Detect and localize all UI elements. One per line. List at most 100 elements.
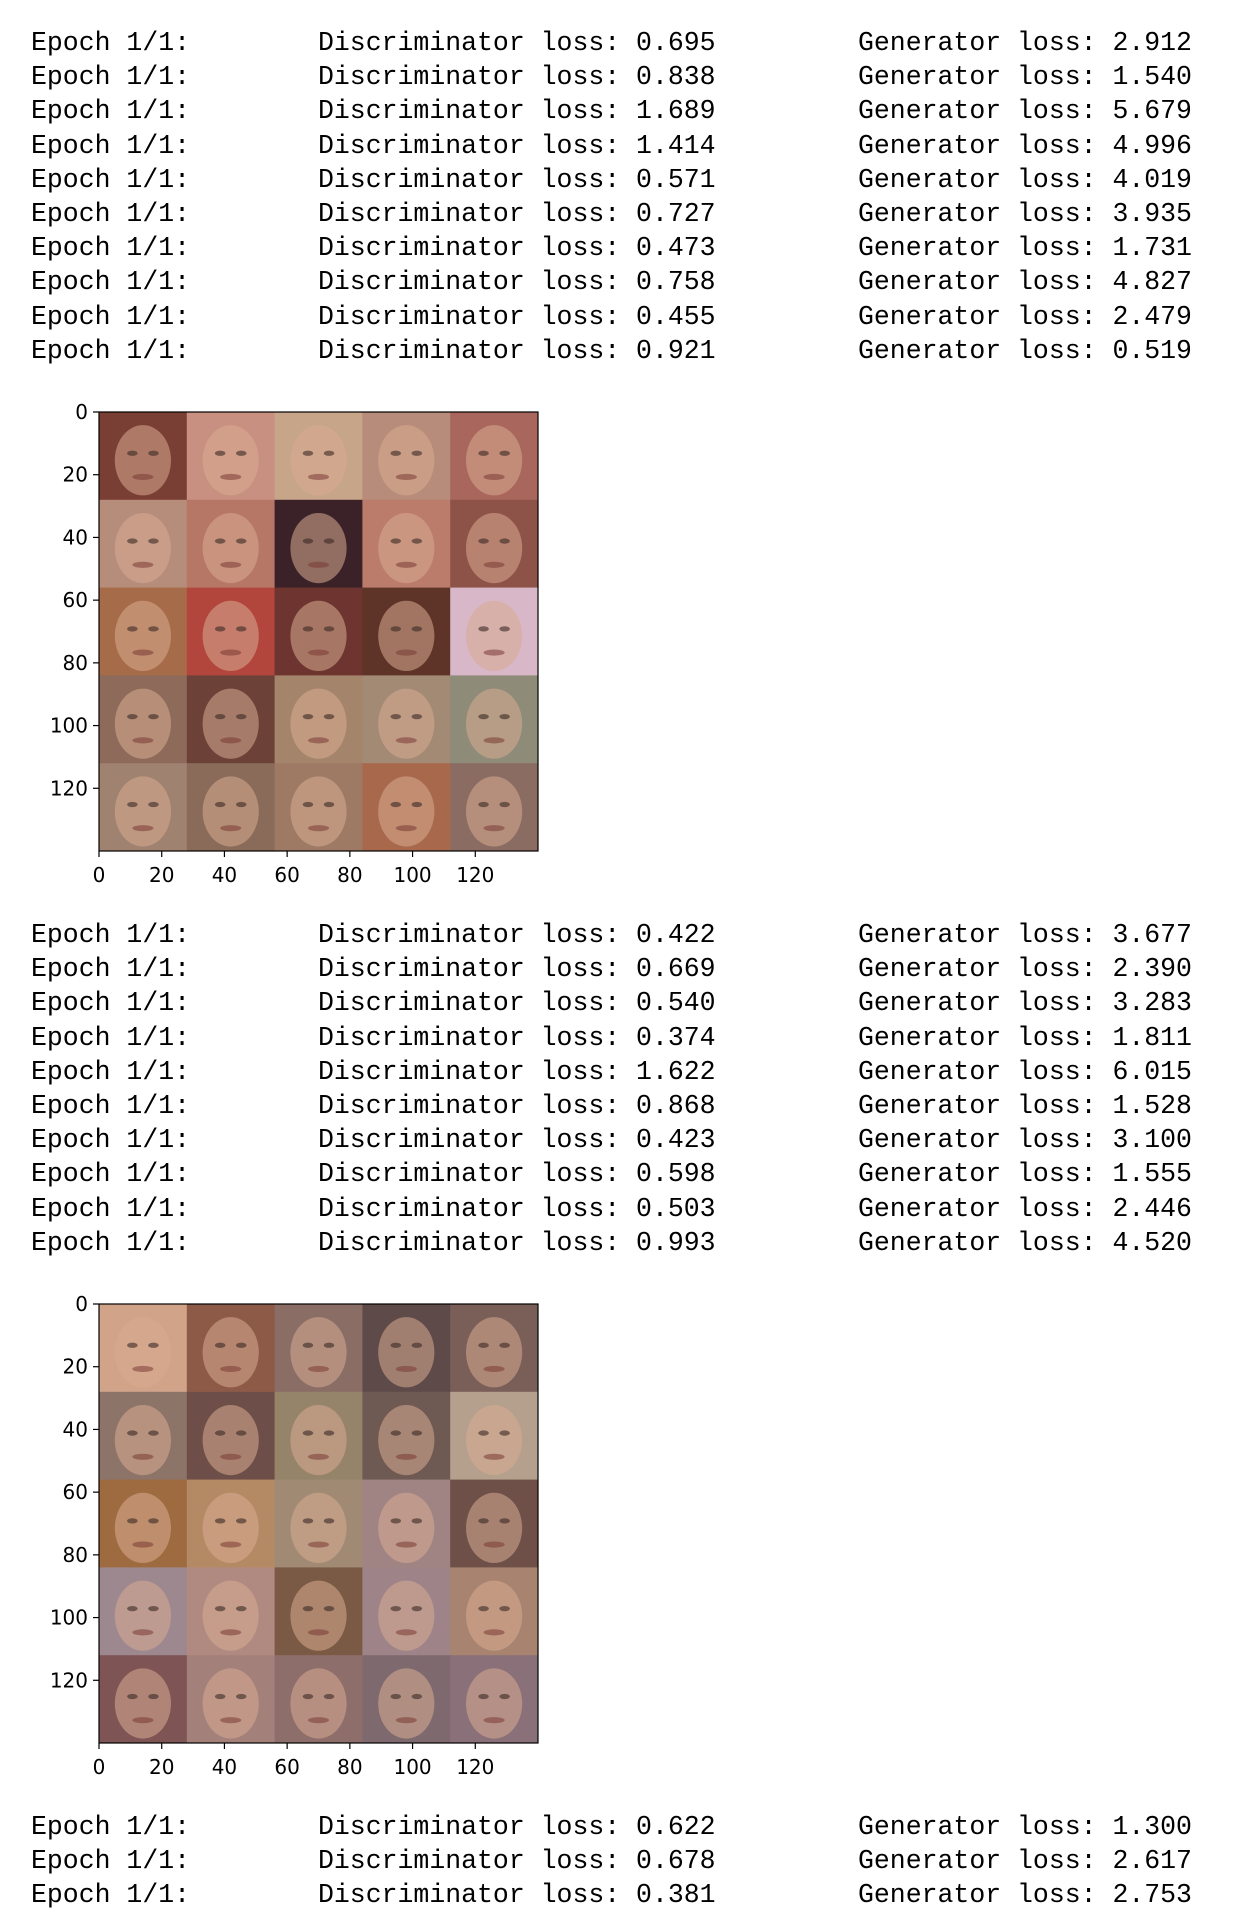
log-line: Epoch 1/1: Discriminator loss: 1.414 Gener… (0, 129, 1238, 163)
epoch-label: Epoch 1/1: (31, 96, 191, 127)
epoch-label: Epoch 1/1: (31, 130, 191, 161)
generated-face-tile (450, 412, 539, 501)
discriminator-loss: Discriminator loss: 0.571 (318, 164, 716, 195)
generated-face-tile (274, 1479, 363, 1568)
generated-face-tile (186, 587, 276, 676)
epoch-label: Epoch 1/1: (31, 1193, 191, 1224)
y-tick-label: 60 (63, 1480, 88, 1504)
discriminator-loss: Discriminator loss: 0.758 (318, 267, 716, 298)
generated-face-tile (99, 1567, 188, 1656)
generated-face-tile (186, 1655, 276, 1744)
x-tick-label: 40 (212, 863, 237, 887)
x-tick-label: 0 (93, 863, 106, 887)
generated-face-tile (274, 412, 363, 501)
generated-face-tile (362, 675, 451, 764)
epoch-label: Epoch 1/1: (31, 28, 191, 58)
generator-loss: Generator loss: 1.555 (858, 1159, 1192, 1190)
generated-face-tile (186, 499, 276, 589)
epoch-label: Epoch 1/1: (31, 267, 191, 298)
generator-loss: Generator loss: 1.731 (858, 233, 1192, 264)
discriminator-loss: Discriminator loss: 0.381 (318, 1880, 716, 1911)
generated-face-tile (274, 1304, 363, 1393)
generated-face-tile (362, 587, 451, 676)
log-line: Epoch 1/1: Discriminator loss: 0.868 Gener… (0, 1089, 1238, 1123)
discriminator-loss: Discriminator loss: 1.622 (318, 1056, 716, 1087)
x-tick-label: 0 (93, 1755, 106, 1779)
log-line: Epoch 1/1: Discriminator loss: 0.473 Gener… (0, 231, 1238, 265)
generated-face-tile (186, 1391, 276, 1481)
discriminator-loss: Discriminator loss: 0.669 (318, 954, 716, 985)
epoch-label: Epoch 1/1: (31, 1227, 191, 1258)
generated-face-tile (186, 1567, 276, 1656)
x-tick-label: 20 (149, 1755, 174, 1779)
generated-face-tile (362, 763, 451, 852)
generated-face-tile (186, 763, 276, 852)
x-tick-label: 100 (393, 863, 431, 887)
generated-face-tile (362, 1567, 451, 1656)
generated-face-tile (450, 1567, 539, 1656)
generated-face-tile (99, 763, 188, 852)
discriminator-loss: Discriminator loss: 0.678 (318, 1846, 716, 1877)
y-tick-label: 120 (50, 776, 88, 800)
y-tick-label: 60 (63, 588, 88, 612)
epoch-label: Epoch 1/1: (31, 233, 191, 264)
discriminator-loss: Discriminator loss: 1.414 (318, 130, 716, 161)
x-tick-label: 60 (274, 863, 299, 887)
x-tick-label: 20 (149, 863, 174, 887)
discriminator-loss: Discriminator loss: 0.838 (318, 62, 716, 93)
generator-loss: Generator loss: 0.519 (858, 335, 1192, 366)
generated-face-tile (186, 412, 276, 501)
log-line: Epoch 1/1: Discriminator loss: 0.838 Gener… (0, 60, 1238, 94)
generator-loss: Generator loss: 5.679 (858, 96, 1192, 127)
log-line: Epoch 1/1: Discriminator loss: 1.622 Gener… (0, 1055, 1238, 1089)
generator-loss: Generator loss: 4.019 (858, 164, 1192, 195)
generated-face-tile (186, 675, 276, 764)
discriminator-loss: Discriminator loss: 0.598 (318, 1159, 716, 1190)
discriminator-loss: Discriminator loss: 0.455 (318, 301, 716, 332)
discriminator-loss: Discriminator loss: 0.921 (318, 335, 716, 366)
axes-frame (98, 411, 539, 852)
log-line: Epoch 1/1: Discriminator loss: 0.622 Gener… (0, 1810, 1238, 1844)
x-tick-label: 60 (274, 1755, 299, 1779)
generated-face-tile (274, 675, 363, 764)
generated-face-tile (99, 675, 188, 764)
log-line: Epoch 1/1: Discriminator loss: 0.695 Gener… (0, 26, 1238, 60)
generated-face-tile (450, 1304, 539, 1393)
discriminator-loss: Discriminator loss: 0.622 (318, 1812, 716, 1842)
generator-loss: Generator loss: 1.300 (858, 1812, 1192, 1842)
generator-loss: Generator loss: 3.935 (858, 199, 1192, 229)
generator-loss: Generator loss: 4.996 (858, 130, 1192, 161)
generated-face-tile (362, 1304, 451, 1393)
y-tick-label: 40 (63, 525, 88, 549)
generated-face-tile (99, 1304, 188, 1393)
discriminator-loss: Discriminator loss: 0.993 (318, 1227, 716, 1258)
generator-loss: Generator loss: 3.677 (858, 920, 1192, 950)
y-tick-label: 100 (50, 1606, 88, 1630)
log-line: Epoch 1/1: Discriminator loss: 0.598 Gener… (0, 1157, 1238, 1191)
y-tick-label: 80 (63, 651, 88, 675)
epoch-label: Epoch 1/1: (31, 1056, 191, 1087)
generated-face-tile (99, 499, 188, 589)
generated-face-tile (362, 1391, 451, 1481)
epoch-label: Epoch 1/1: (31, 164, 191, 195)
generated-face-tile (362, 1655, 451, 1744)
epoch-label: Epoch 1/1: (31, 954, 191, 985)
image-grid-plot-2: 0 20 40 60 80 100 120 0 20 40 60 80 100 120 (50, 1292, 539, 1779)
generated-face-tile (99, 1391, 188, 1481)
discriminator-loss: Discriminator loss: 0.540 (318, 988, 716, 1019)
generated-face-tile (450, 1391, 539, 1481)
generator-loss: Generator loss: 2.446 (858, 1193, 1192, 1224)
image-grid-plot-1: 0 20 40 60 80 100 120 0 20 40 60 80 100 120 (50, 400, 539, 887)
x-tick-label: 120 (456, 863, 494, 887)
log-line: Epoch 1/1: Discriminator loss: 0.758 Gener… (0, 265, 1238, 299)
generated-face-tile (362, 1479, 451, 1568)
discriminator-loss: Discriminator loss: 0.727 (318, 199, 716, 229)
epoch-label: Epoch 1/1: (31, 1812, 191, 1842)
log-line: Epoch 1/1: Discriminator loss: 0.678 Gener… (0, 1844, 1238, 1878)
log-line: Epoch 1/1: Discriminator loss: 0.921 Gener… (0, 334, 1238, 368)
generated-face-tile (274, 499, 363, 589)
epoch-label: Epoch 1/1: (31, 301, 191, 332)
generator-loss: Generator loss: 1.811 (858, 1022, 1192, 1053)
generator-loss: Generator loss: 3.100 (858, 1125, 1192, 1156)
generated-face-tile (274, 1567, 363, 1656)
